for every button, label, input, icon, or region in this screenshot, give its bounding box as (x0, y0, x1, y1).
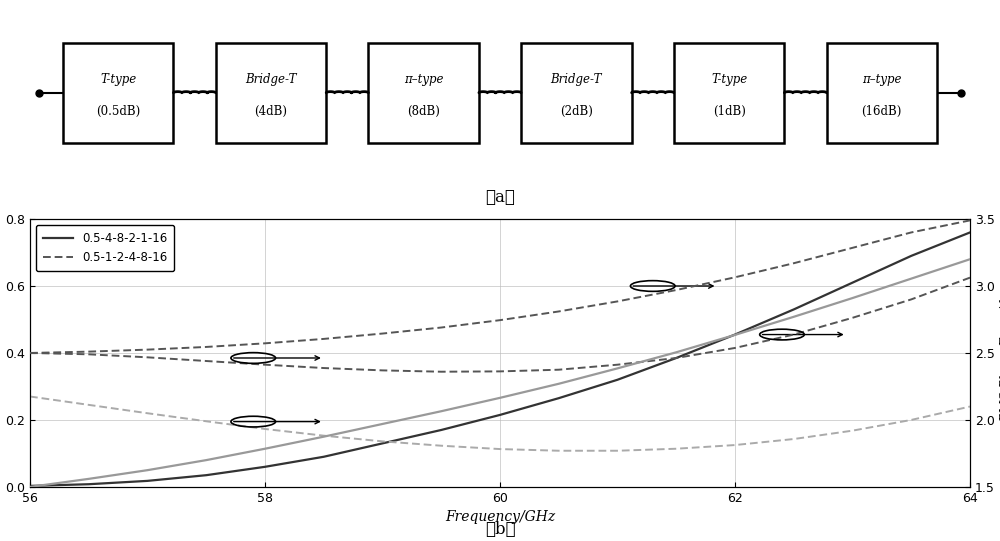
Bar (827, 43, 937, 142)
Text: (2dB): (2dB) (560, 105, 593, 118)
Legend: 0.5-4-8-2-1-16, 0.5-1-2-4-8-16: 0.5-4-8-2-1-16, 0.5-1-2-4-8-16 (36, 225, 174, 271)
Text: π–type: π–type (404, 73, 443, 86)
Bar (63, 43, 173, 142)
Text: （b）: （b） (485, 522, 515, 538)
Text: (16dB): (16dB) (862, 105, 902, 118)
Text: (0.5dB): (0.5dB) (96, 105, 140, 118)
X-axis label: Frequency/GHz: Frequency/GHz (445, 510, 555, 524)
Text: (1dB): (1dB) (713, 105, 746, 118)
Text: (8dB): (8dB) (407, 105, 440, 118)
Text: T-type: T-type (711, 73, 747, 86)
Text: （a）: （a） (485, 189, 515, 206)
Bar (216, 43, 326, 142)
Text: T-type: T-type (100, 73, 136, 86)
Bar (368, 43, 479, 142)
Text: π–type: π–type (862, 73, 902, 86)
Text: (4dB): (4dB) (254, 105, 287, 118)
Text: Bridge-T: Bridge-T (551, 73, 602, 86)
Bar (674, 43, 784, 142)
Bar (521, 43, 632, 142)
Text: Bridge-T: Bridge-T (245, 73, 297, 86)
